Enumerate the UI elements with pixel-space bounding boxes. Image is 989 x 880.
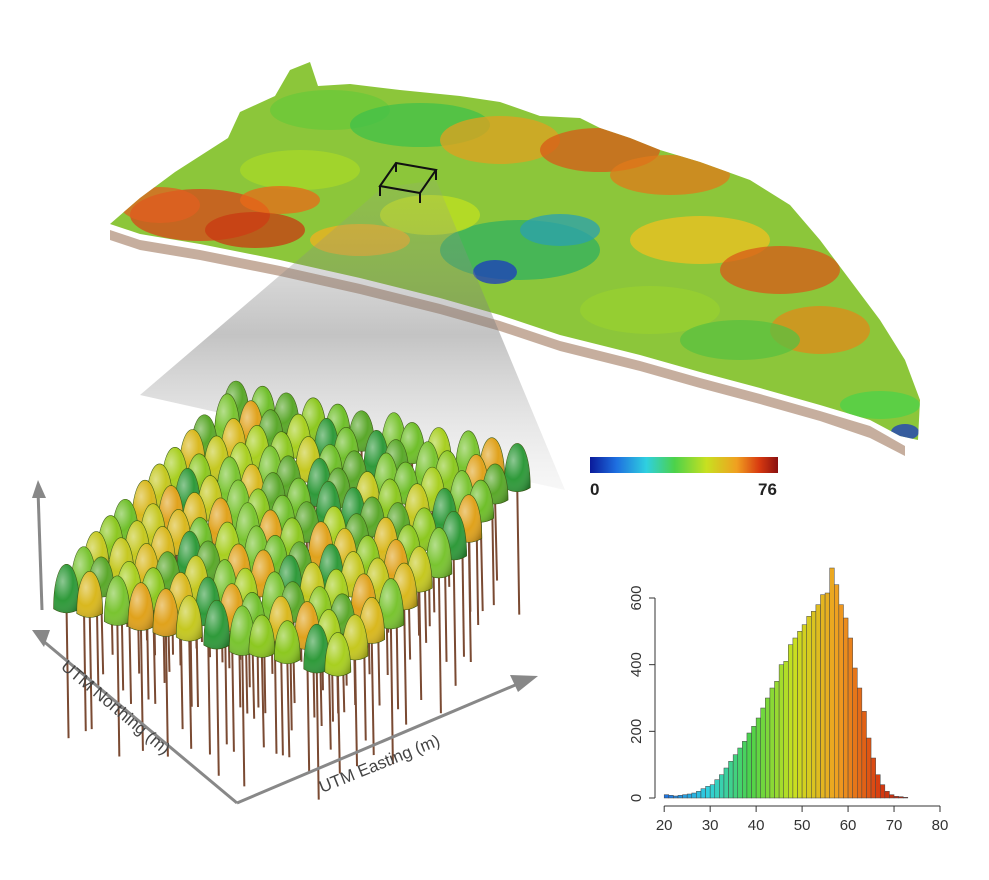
histogram-bar bbox=[663, 794, 670, 799]
histogram-bar bbox=[728, 761, 734, 799]
histogram-bar bbox=[673, 795, 679, 799]
histogram-bar bbox=[686, 793, 693, 799]
histogram-bar bbox=[811, 611, 817, 799]
histogram-bar bbox=[889, 794, 895, 799]
histogram-bar bbox=[755, 717, 761, 799]
histogram-bar bbox=[691, 792, 697, 799]
histogram-tick-labels: 20 30 40 50 60 70 80 0 200 400 600 bbox=[628, 585, 948, 834]
histogram-bar bbox=[815, 604, 821, 799]
histogram-bar bbox=[893, 796, 899, 799]
histogram-bar bbox=[875, 774, 881, 799]
y-tick-label: 400 bbox=[628, 652, 645, 677]
x-tick-label: 60 bbox=[840, 817, 857, 834]
histogram-bar bbox=[870, 757, 876, 799]
x-tick-label: 50 bbox=[794, 817, 811, 834]
histogram-bar bbox=[801, 624, 807, 799]
histogram-bar bbox=[668, 795, 674, 799]
histogram-bar bbox=[760, 707, 766, 799]
histogram-bar bbox=[705, 786, 711, 799]
tree bbox=[377, 578, 405, 765]
histogram-bar bbox=[746, 732, 752, 799]
histogram-bar bbox=[866, 737, 872, 799]
histogram-bar bbox=[719, 774, 725, 799]
histogram-bar bbox=[829, 567, 835, 799]
histogram-bar bbox=[797, 631, 803, 799]
tree bbox=[503, 443, 531, 615]
histogram-bar bbox=[861, 711, 867, 799]
tree bbox=[53, 564, 80, 739]
histogram-bar bbox=[682, 794, 688, 799]
histogram-bar bbox=[696, 791, 702, 799]
histogram-axes bbox=[649, 597, 941, 812]
y-axis-label-utm-northing: UTM Northing (m) bbox=[57, 657, 173, 759]
histogram-bar bbox=[898, 796, 904, 799]
histogram-bar bbox=[774, 681, 780, 799]
x-axis-label-utm-easting: UTM Easting (m) bbox=[316, 731, 442, 797]
colorbar: 0 76 bbox=[590, 457, 778, 499]
histogram-bar bbox=[824, 592, 830, 799]
histogram-bars bbox=[663, 567, 909, 799]
histogram-bar bbox=[792, 637, 798, 799]
colorbar-max-label: 76 bbox=[758, 480, 777, 499]
histogram-bar bbox=[769, 687, 775, 799]
tree bbox=[76, 571, 104, 730]
terrain-fringe bbox=[110, 230, 905, 456]
histogram-bar bbox=[765, 697, 771, 799]
histogram-bar bbox=[742, 741, 748, 799]
tree bbox=[127, 582, 155, 751]
tree bbox=[248, 614, 276, 748]
tree-plot-axes bbox=[32, 480, 538, 805]
x-tick-label: 40 bbox=[748, 817, 765, 834]
histogram-bar bbox=[783, 661, 789, 799]
height-histogram: 20 30 40 50 60 70 80 0 200 400 600 bbox=[628, 567, 948, 834]
histogram-bar bbox=[709, 784, 716, 799]
histogram-bar bbox=[714, 779, 720, 799]
canopy-height-map bbox=[110, 62, 920, 440]
y-tick-label: 600 bbox=[628, 585, 645, 610]
histogram-bar bbox=[732, 754, 738, 799]
tree bbox=[175, 595, 203, 749]
tree-plot-3d: UTM Northing (m) UTM Easting (m) bbox=[32, 380, 538, 805]
tree bbox=[229, 605, 256, 787]
histogram-bar bbox=[820, 594, 826, 799]
x-tick-label: 20 bbox=[656, 817, 673, 834]
tree bbox=[274, 620, 301, 758]
colorbar-min-label: 0 bbox=[590, 480, 599, 499]
histogram-bar bbox=[879, 784, 886, 799]
tree bbox=[104, 575, 131, 757]
histogram-bar bbox=[677, 795, 683, 799]
tree bbox=[425, 527, 453, 714]
histogram-bar bbox=[838, 604, 844, 799]
histogram-bar bbox=[700, 788, 706, 799]
histogram-bar bbox=[788, 644, 794, 799]
tree bbox=[203, 600, 231, 776]
selected-plot-box bbox=[378, 161, 438, 203]
x-tick-label: 30 bbox=[702, 817, 719, 834]
histogram-bar bbox=[902, 797, 909, 799]
tree-stand bbox=[53, 380, 531, 800]
histogram-bar bbox=[857, 687, 863, 799]
histogram-bar bbox=[723, 767, 729, 799]
tree bbox=[152, 588, 180, 757]
histogram-bar bbox=[737, 747, 743, 799]
histogram-bar bbox=[884, 791, 890, 799]
histogram-bar bbox=[843, 617, 849, 799]
y-tick-label: 200 bbox=[628, 719, 645, 744]
histogram-bar bbox=[806, 616, 812, 799]
histogram-bar bbox=[834, 584, 840, 799]
tree bbox=[358, 597, 386, 756]
histogram-bar bbox=[852, 667, 858, 799]
histogram-bar bbox=[778, 664, 784, 799]
tree bbox=[324, 632, 352, 774]
histogram-bar bbox=[751, 726, 757, 799]
y-tick-label: 0 bbox=[628, 794, 645, 802]
tree bbox=[481, 463, 509, 581]
x-tick-label: 80 bbox=[932, 817, 949, 834]
histogram-bar bbox=[847, 637, 853, 799]
x-tick-label: 70 bbox=[886, 817, 903, 834]
tree bbox=[303, 624, 331, 800]
